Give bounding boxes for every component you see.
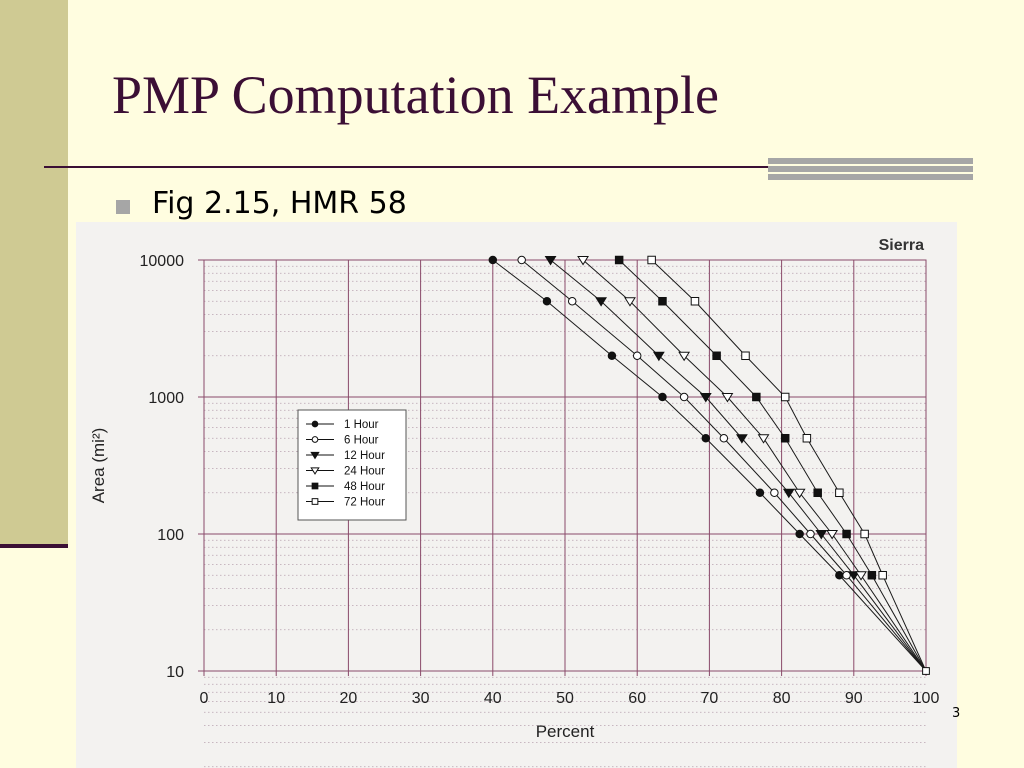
data-point — [595, 297, 608, 307]
data-point — [741, 351, 750, 361]
data-point — [835, 570, 844, 580]
data-point — [647, 255, 656, 265]
legend-marker — [310, 451, 320, 460]
data-point — [782, 488, 795, 499]
slide-number: 3 — [952, 706, 961, 721]
bullet-square-icon — [116, 200, 130, 214]
chart-figure: 0 10 20 30 40 50 60 70 80 90 100 10 100 1000 10000 Perc… — [76, 222, 957, 768]
x-axis-label: Percent — [536, 722, 595, 741]
data-point — [652, 351, 665, 362]
data-point — [770, 488, 779, 498]
data-point — [922, 667, 930, 675]
data-point — [826, 530, 839, 540]
data-point — [567, 296, 577, 306]
data-point — [815, 530, 828, 540]
x-tick-label: 0 — [200, 690, 209, 707]
data-point — [795, 529, 804, 539]
x-tick-label: 80 — [773, 690, 791, 707]
plot-frame — [203, 259, 927, 672]
data-point — [624, 297, 636, 307]
legend-label: 72 Hour — [344, 497, 385, 509]
series-line-2 — [521, 259, 927, 672]
data-point — [806, 529, 815, 539]
side-accent-line — [0, 544, 68, 548]
data-point — [878, 570, 887, 580]
y-tick-label: 100 — [157, 527, 184, 544]
legend-label: 24 Hour — [344, 466, 385, 478]
side-accent-bar — [0, 0, 68, 546]
legend-marker — [311, 482, 319, 490]
data-point — [867, 570, 877, 580]
data-point — [802, 433, 812, 443]
x-tick-label: 30 — [412, 690, 430, 707]
data-point — [813, 488, 822, 498]
y-axis-label: Area (mi²) — [89, 428, 108, 504]
data-point — [835, 488, 844, 498]
data-point — [793, 488, 806, 499]
data-point — [658, 392, 667, 402]
legend-label: 1 Hour — [344, 419, 379, 431]
x-tick-label: 100 — [913, 690, 940, 707]
data-point — [679, 392, 689, 402]
chart-svg: 0 10 20 30 40 50 60 70 80 90 100 10 100 1000 10000 Perc… — [89, 237, 940, 768]
data-point — [721, 393, 734, 403]
legend-label: 6 Hour — [344, 435, 379, 447]
data-point — [699, 393, 712, 403]
data-point — [855, 571, 867, 581]
data-point — [577, 256, 589, 266]
title-divider — [44, 166, 768, 168]
x-tick-label: 10 — [267, 690, 285, 707]
data-point — [842, 570, 851, 580]
data-point — [690, 296, 700, 306]
data-point — [517, 255, 526, 265]
x-tick-label: 90 — [845, 690, 863, 707]
data-point — [544, 256, 557, 266]
y-tick-label: 1000 — [148, 390, 184, 407]
data-point — [488, 255, 498, 265]
data-point — [752, 392, 761, 402]
x-tick-label: 20 — [340, 690, 358, 707]
legend-label: 48 Hour — [344, 481, 385, 493]
data-point — [755, 488, 765, 498]
data-point — [757, 434, 770, 444]
y-tick-label: 10 — [166, 664, 184, 681]
legend-marker — [311, 436, 319, 443]
legend-marker — [311, 498, 319, 505]
data-point — [719, 433, 729, 443]
data-point — [860, 529, 869, 539]
data-point — [780, 433, 790, 443]
x-tick-label: 40 — [484, 690, 502, 707]
title-divider-stripes — [768, 158, 973, 180]
series-line-6 — [651, 259, 927, 672]
data-point — [542, 296, 552, 306]
data-point — [658, 296, 667, 306]
data-point — [678, 351, 691, 362]
chart-title: Sierra — [879, 237, 924, 254]
data-point — [847, 571, 860, 581]
data-point — [735, 434, 748, 444]
y-tick-label: 10000 — [140, 253, 185, 270]
data-point — [614, 255, 624, 265]
data-point — [632, 351, 642, 361]
legend-marker — [311, 420, 319, 428]
data-point — [712, 351, 721, 361]
data-point — [701, 433, 711, 443]
legend-label: 12 Hour — [344, 450, 385, 462]
x-tick-label: 50 — [556, 690, 574, 707]
data-point — [842, 529, 851, 539]
x-tick-label: 60 — [628, 690, 646, 707]
data-point — [607, 351, 617, 361]
slide-title: PMP Computation Example — [112, 65, 719, 125]
bullet-text: Fig 2.15, HMR 58 — [152, 186, 407, 221]
x-tick-label: 70 — [701, 690, 719, 707]
data-point — [780, 392, 790, 402]
legend-marker — [310, 467, 320, 475]
